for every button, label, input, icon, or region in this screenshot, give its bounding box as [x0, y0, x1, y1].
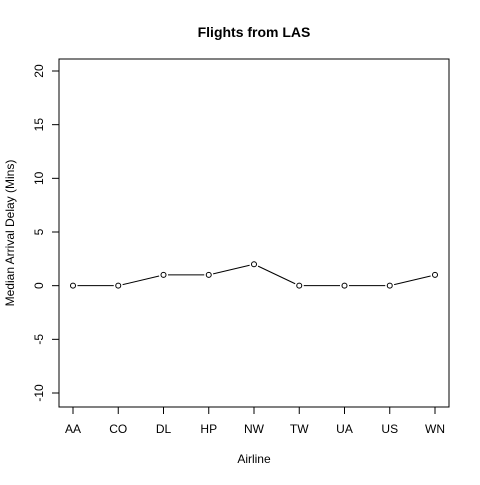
plot-area-frame — [58, 58, 450, 408]
data-point — [341, 282, 348, 289]
y-tick-label: 0 — [32, 282, 46, 289]
series-line-segment — [213, 264, 250, 275]
y-tick-label: 10 — [32, 171, 46, 185]
x-tick-label: HP — [200, 422, 217, 436]
x-tick-label: CO — [109, 422, 127, 436]
x-tick-label: TW — [290, 422, 309, 436]
x-tick-label: UA — [336, 422, 353, 436]
series-line-segment — [257, 265, 296, 285]
chart-title: Flights from LAS — [198, 24, 311, 40]
y-axis-label: Median Arrival Delay (Mins) — [3, 160, 17, 307]
x-axis: AA CO DL HP NW TW UA US WN — [65, 406, 445, 436]
y-tick-label: 15 — [32, 118, 46, 132]
data-point — [296, 282, 303, 289]
y-axis: -10 -5 0 5 10 15 20 — [32, 64, 60, 402]
data-point — [432, 271, 438, 278]
x-axis-label: Airline — [237, 452, 271, 466]
x-tick-label: AA — [65, 422, 81, 436]
data-point — [386, 282, 393, 289]
x-tick-label: NW — [244, 422, 265, 436]
y-tick-label: 20 — [32, 64, 46, 78]
data-point — [160, 271, 167, 278]
series-line-segment — [394, 275, 431, 286]
series-line-segment — [122, 275, 160, 286]
data-point — [251, 261, 257, 268]
series-group — [70, 261, 438, 289]
x-tick-label: US — [381, 422, 398, 436]
data-point — [205, 271, 212, 278]
data-point — [70, 282, 76, 289]
x-tick-label: WN — [425, 422, 445, 436]
y-tick-label: -10 — [32, 384, 46, 402]
data-point — [115, 282, 122, 289]
y-tick-label: -5 — [32, 334, 46, 345]
x-tick-label: DL — [156, 422, 172, 436]
y-tick-label: 5 — [32, 228, 46, 235]
